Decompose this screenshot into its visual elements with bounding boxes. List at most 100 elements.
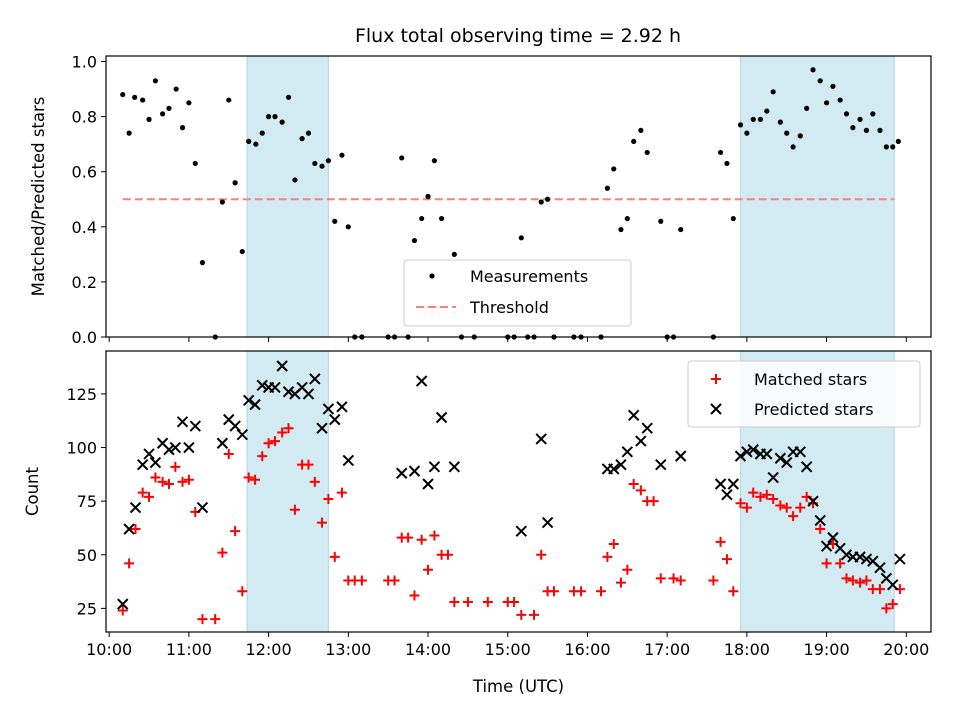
measurement-point [730,215,736,222]
matched-point [768,494,779,505]
x-tick-label: 15:00 [485,640,531,659]
matched-point [509,596,520,607]
predicted-point [535,433,547,445]
matched-point [482,596,493,607]
measurement-point [790,144,796,150]
legend-predicted-marker [710,403,722,415]
measurement-point [624,215,630,222]
predicted-point [422,478,434,490]
matched-point [615,577,626,588]
predicted-point [675,450,687,462]
predicted-point [396,467,408,479]
measurement-point [877,127,883,133]
predicted-point [336,401,348,413]
predicted-point [800,461,813,473]
x-tick-label: 18:00 [724,640,770,659]
predicted-point [807,495,819,507]
matched-point [775,500,786,511]
legend: Measurements Threshold [403,259,632,327]
measurement-point [199,260,206,266]
measurement-point [319,163,325,169]
x-tick-label: 20:00 [883,640,929,659]
predicted-point [276,360,288,372]
matched-point [170,461,181,472]
measurement-point [618,226,624,233]
matched-point [283,423,294,434]
matched-point [887,599,898,610]
y-tick-label: 1.0 [72,53,97,72]
measurement-point [757,116,764,122]
x-tick-label: 17:00 [644,640,690,659]
matched-point [462,596,473,607]
matched-point [655,573,666,584]
measurement-point [678,226,684,233]
predicted-point [129,501,142,514]
shaded-span-0 [246,55,329,338]
predicted-point [714,478,727,490]
predicted-point [415,375,428,387]
matched-point [576,586,587,597]
legend-box [687,360,921,428]
series-predicted-stars [117,360,906,610]
predicted-point [169,441,182,454]
measurement-point [604,185,610,191]
y-axis-label: Matched/Predicted stars [29,97,48,297]
measurement-point [305,130,312,136]
predicted-point [741,446,753,458]
predicted-point [448,461,461,473]
measurement-point [246,138,252,145]
measurement-point [890,144,896,150]
matched-point [210,614,221,625]
predicted-point [176,416,189,428]
measurement-point [146,116,152,122]
measurement-point [166,105,172,111]
measurement-point [266,114,272,120]
matched-point [781,502,792,513]
matched-point [250,474,261,485]
matched-point [449,596,460,607]
matched-point [516,609,527,620]
measurement-point [770,89,776,95]
matched-point [356,575,367,586]
matched-point [150,472,161,483]
measurement-point [253,141,259,147]
predicted-point [761,448,773,460]
predicted-point [655,458,667,471]
measurement-point [259,130,265,136]
matched-point [163,478,174,489]
measurement-point [717,149,724,156]
measurement-point [292,177,298,183]
matched-point [735,498,746,509]
matched-point [668,573,679,584]
predicted-point [840,549,853,561]
y-axis-label: Count [23,466,42,516]
measurement-point [312,160,318,167]
measurement-point [850,125,856,131]
y-tick-label: 75 [77,492,97,511]
matched-point [243,472,254,483]
predicted-point [143,448,155,460]
predicted-point [136,458,149,471]
matched-point [409,590,420,601]
predicted-point [322,403,335,415]
shaded-span-1 [739,55,895,338]
predicted-point [329,413,341,426]
predicted-point [269,381,281,394]
axes-frame [105,55,932,338]
matched-point [403,532,414,543]
matched-point [675,575,686,586]
predicted-point [894,553,906,565]
measurement-point [764,108,770,114]
measurement-point [345,224,351,230]
measurement-point [285,94,292,100]
y-tick-label: 25 [77,599,97,618]
predicted-point [316,422,328,434]
predicted-point [608,463,620,475]
measurement-point [870,111,876,117]
measurement-point [299,136,305,142]
ratio-panel: 0.0 0.2 0.4 0.6 0.8 1.0 Matched/Predicted star… [29,53,932,347]
matched-point [847,575,858,586]
matched-point [529,609,540,620]
axes-frame [105,350,932,633]
